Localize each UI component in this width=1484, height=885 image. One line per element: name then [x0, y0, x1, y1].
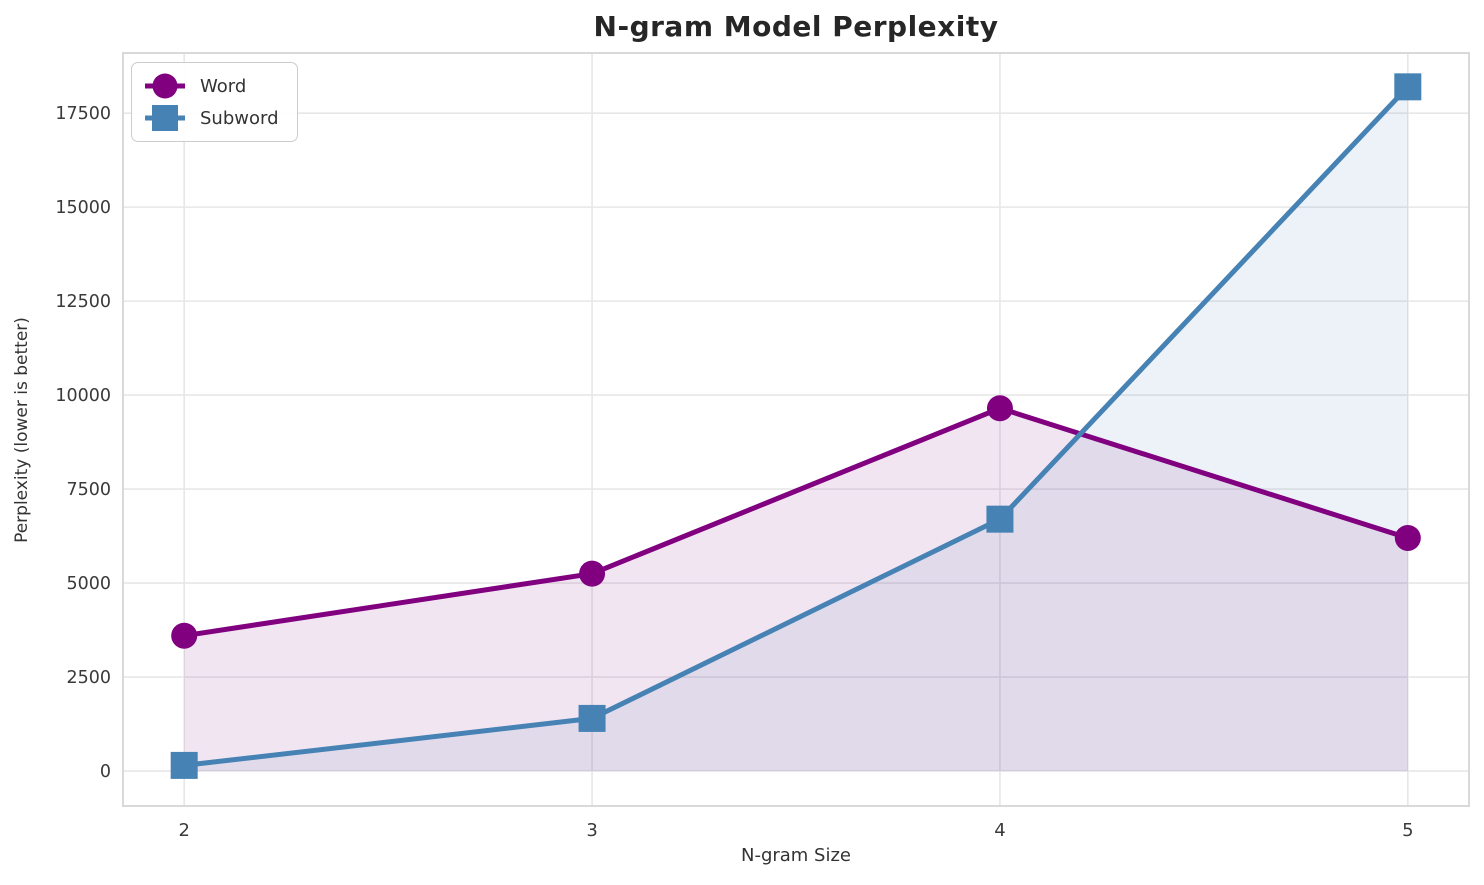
series-markers-word: [171, 395, 1421, 649]
x-tick-labels: 2 3 4 5: [178, 820, 1413, 841]
chart-title: N-gram Model Perplexity: [593, 10, 999, 43]
gridlines: [123, 53, 1469, 806]
svg-text:2: 2: [178, 820, 189, 841]
data-point-marker: [986, 505, 1014, 533]
svg-text:12500: 12500: [55, 292, 111, 312]
svg-text:7500: 7500: [66, 480, 111, 500]
svg-text:10000: 10000: [55, 386, 111, 406]
legend-label-subword: Subword: [200, 107, 279, 129]
series-fill-subword: [184, 86, 1408, 772]
svg-text:2500: 2500: [66, 668, 111, 688]
data-point-marker: [1394, 73, 1422, 101]
svg-text:5: 5: [1402, 820, 1413, 841]
series-line-word: [183, 405, 1409, 639]
series-fill-word: [184, 408, 1408, 772]
data-point-marker: [986, 395, 1013, 422]
data-point-marker: [579, 560, 606, 587]
data-point-marker: [1394, 524, 1421, 551]
svg-text:5000: 5000: [66, 574, 111, 594]
data-point-marker: [171, 622, 198, 649]
svg-text:0: 0: [100, 762, 111, 782]
series-markers-subword: [170, 73, 1422, 779]
x-axis-label: N-gram Size: [740, 845, 852, 866]
svg-text:4: 4: [994, 820, 1005, 841]
data-point-marker: [578, 704, 606, 732]
plot-border: [122, 52, 1470, 807]
svg-text:15000: 15000: [55, 198, 111, 218]
legend-item-subword: Subword: [142, 103, 279, 133]
legend-item-word: Word: [142, 71, 279, 101]
data-point-marker: [170, 751, 198, 779]
series-line-subword: [183, 85, 1410, 768]
svg-text:3: 3: [586, 820, 597, 841]
legend-label-word: Word: [200, 75, 247, 97]
subword-series-marker-icon: [145, 105, 185, 131]
svg-text:17500: 17500: [55, 104, 111, 124]
legend: Word Subword: [131, 62, 298, 142]
word-series-marker-icon: [145, 73, 185, 99]
y-tick-labels: 0 2500 5000 7500 10000 12500 15000 17500: [55, 104, 111, 782]
